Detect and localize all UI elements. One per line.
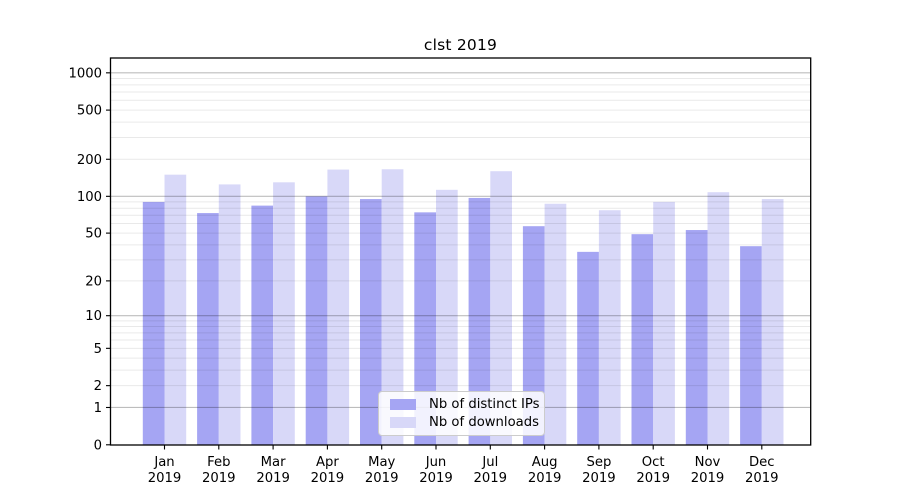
x-tick-label-month: Aug [532,455,558,470]
x-tick-label-year: 2019 [582,471,616,486]
x-tick-label-year: 2019 [745,471,779,486]
x-tick-label-month: Jan [153,455,174,470]
bar-dec-downloads [761,199,784,445]
bar-dec-distinct-ips [740,246,762,445]
bar-jun-distinct-ips [414,212,436,445]
bar-oct-distinct-ips [631,234,654,445]
bar-may-downloads [381,169,404,446]
bar-jan-downloads [164,174,187,445]
bar-feb-distinct-ips [197,213,219,445]
x-tick-label-month: Sep [586,455,611,470]
bar-may-distinct-ips [360,199,382,445]
y-tick-label: 100 [77,190,102,205]
y-tick-label: 2 [94,379,102,394]
y-tick-label: 10 [85,309,102,324]
bar-jul-downloads [490,171,512,445]
legend-label-downloads: Nb of downloads [429,415,539,430]
bar-oct-downloads [653,201,675,445]
x-tick-label-month: Dec [749,455,775,470]
x-tick-label-month: Jun [425,455,447,470]
bar-sep-downloads [598,210,621,445]
y-tick-label: 500 [77,104,102,119]
legend-swatch-distinct-ips [390,399,416,410]
bar-mar-downloads [273,182,295,445]
bar-feb-downloads [218,184,241,445]
x-tick-label-month: Mar [261,455,286,470]
bar-aug-distinct-ips [522,226,545,445]
bar-sep-distinct-ips [577,251,599,445]
legend: Nb of distinct IPs Nb of downloads [378,391,545,436]
bar-apr-distinct-ips [305,196,328,445]
x-tick-label-month: Feb [207,455,230,470]
y-tick-label: 1 [94,401,102,416]
y-tick-label: 1000 [68,66,102,81]
x-tick-label-year: 2019 [256,471,290,486]
axes-frame [109,57,812,446]
x-tick-label-month: Nov [695,455,721,470]
bar-apr-downloads [327,169,350,446]
bar-nov-distinct-ips [685,230,708,445]
y-tick-label: 50 [85,227,102,242]
x-tick-label-year: 2019 [691,471,725,486]
x-tick-label-year: 2019 [311,471,345,486]
legend-swatch-downloads [390,417,416,428]
x-tick-label-year: 2019 [202,471,236,486]
legend-row-distinct-ips: Nb of distinct IPs [385,397,540,412]
x-tick-label-year: 2019 [636,471,670,486]
bar-aug-downloads [544,203,567,445]
x-tick-label-month: Jul [481,455,498,470]
x-tick-label-month: Apr [316,455,339,470]
x-tick-label-year: 2019 [474,471,508,486]
x-tick-label-year: 2019 [419,471,453,486]
x-tick-label-month: Oct [642,455,665,470]
y-tick-label: 5 [94,342,102,357]
bar-mar-distinct-ips [251,205,274,445]
y-tick-label: 200 [77,153,102,168]
bar-jul-distinct-ips [468,197,491,445]
x-tick-label-year: 2019 [528,471,562,486]
bar-jun-downloads [436,189,458,445]
legend-row-downloads: Nb of downloads [385,415,539,430]
bar-nov-downloads [707,192,730,445]
x-tick-label-year: 2019 [148,471,182,486]
bar-jan-distinct-ips [142,201,165,445]
x-tick-label-month: May [368,455,395,470]
chart-title: clst 2019 [423,36,498,54]
legend-label-distinct-ips: Nb of distinct IPs [429,397,540,412]
x-tick-label-year: 2019 [365,471,399,486]
y-tick-label: 0 [94,438,102,453]
y-tick-label: 20 [85,274,102,289]
